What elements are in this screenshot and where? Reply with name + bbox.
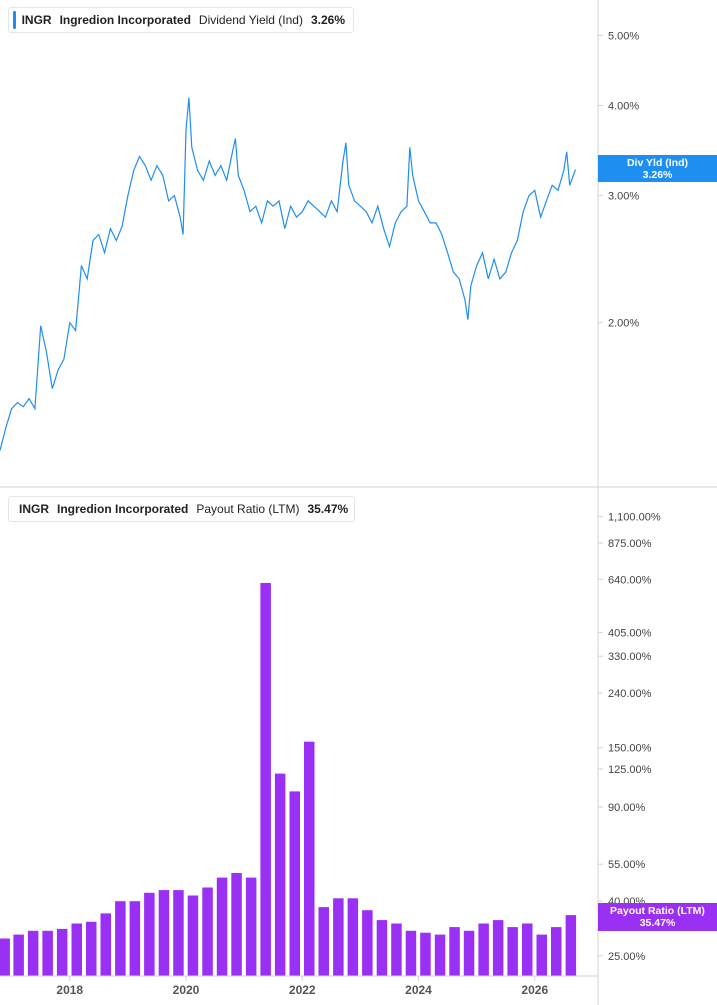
payout-ratio-bar: [478, 923, 489, 976]
payout-ratio-panel: 25.00%40.00%55.00%90.00%125.00%150.00%24…: [0, 511, 661, 976]
badge-value: 3.26%: [642, 169, 673, 181]
y-tick-label: 150.00%: [608, 743, 652, 755]
payout-ratio-bar: [274, 773, 286, 976]
payout-ratio-bar: [449, 927, 460, 976]
payout-ratio-bar: [71, 923, 82, 976]
payout-ratio-bar: [507, 927, 518, 976]
payout-ratio-bar: [42, 930, 53, 976]
payout-ratio-bar: [27, 930, 39, 976]
payout-ratio-bar: [245, 877, 257, 976]
legend-ticker: INGR: [21, 13, 52, 27]
payout-ratio-bar: [551, 927, 562, 976]
y-tick-label: 240.00%: [608, 688, 652, 700]
legend-metric: Dividend Yield (Ind): [198, 13, 303, 27]
payout-ratio-bar: [522, 923, 533, 976]
legend-ticker: INGR: [19, 502, 49, 516]
payout-ratio-bar: [362, 910, 373, 976]
y-tick-label: 640.00%: [608, 574, 652, 586]
y-tick-label: 3.00%: [608, 191, 639, 203]
payout-ratio-bar: [129, 901, 141, 976]
payout-ratio-bar: [13, 934, 24, 976]
x-tick-label: 2018: [56, 983, 83, 997]
payout-ratio-bar: [260, 583, 271, 976]
badge-label: Payout Ratio (LTM): [610, 905, 705, 917]
payout-ratio-bar: [391, 923, 402, 976]
payout-ratio-bar: [405, 930, 417, 976]
badge-label: Div Yld (Ind): [626, 157, 689, 169]
payout-ratio-bar: [86, 921, 97, 976]
payout-ratio-bar: [333, 898, 344, 976]
payout-ratio-bar: [231, 873, 242, 976]
y-tick-label: 2.00%: [608, 318, 639, 330]
payout-ratio-bar: [347, 898, 359, 976]
payout-ratio-bar: [304, 741, 315, 976]
payout-ratio-y-axis: 25.00%40.00%55.00%90.00%125.00%150.00%24…: [598, 511, 661, 963]
y-tick-label: 125.00%: [608, 764, 652, 776]
y-tick-label: 330.00%: [608, 651, 652, 663]
y-tick-label: 875.00%: [608, 538, 652, 550]
dividend-yield-y-axis: 2.00% 3.00% 4.00% 5.00%: [598, 31, 639, 330]
payout-ratio-bar: [115, 901, 126, 976]
legend-company: Ingredion Incorporated: [57, 502, 189, 516]
y-tick-label: 90.00%: [608, 802, 646, 814]
x-tick-label: 2024: [405, 983, 432, 997]
payout-ratio-bar: [289, 791, 300, 976]
dividend-yield-swatch: [13, 11, 16, 29]
dividend-yield-panel: 2.00% 3.00% 4.00% 5.00%: [0, 31, 639, 451]
payout-ratio-bar: [158, 890, 170, 976]
x-tick-label: 2026: [521, 983, 548, 997]
x-tick-label: 2020: [173, 983, 200, 997]
legend-company: Ingredion Incorporated: [59, 13, 191, 27]
payout-ratio-bar: [144, 892, 155, 976]
x-axis: 2018 2020 2022 2024 2026: [56, 976, 548, 997]
payout-ratio-bar: [376, 920, 388, 976]
badge-value: 35.47%: [639, 917, 676, 929]
payout-ratio-bar: [202, 887, 213, 976]
payout-ratio-bar: [434, 934, 446, 976]
y-tick-label: 4.00%: [608, 100, 639, 112]
y-tick-label: 5.00%: [608, 31, 639, 43]
legend-value: 35.47%: [307, 502, 349, 516]
payout-ratio-bar: [0, 938, 10, 976]
dividend-yield-series-line: [0, 97, 577, 451]
payout-ratio-bar: [420, 932, 431, 976]
payout-ratio-bar: [492, 920, 504, 976]
payout-ratio-bar: [56, 928, 68, 976]
y-tick-label: 25.00%: [608, 951, 646, 963]
payout-ratio-bar: [187, 895, 199, 976]
payout-ratio-bar: [100, 913, 111, 976]
payout-ratio-current-badge: Payout Ratio (LTM) 35.47%: [598, 903, 717, 931]
payout-ratio-legend: INGR Ingredion Incorporated Payout Ratio…: [8, 496, 355, 522]
payout-ratio-bar: [463, 930, 475, 976]
legend-metric: Payout Ratio (LTM): [196, 502, 300, 516]
payout-ratio-bar: [565, 915, 577, 976]
y-tick-label: 405.00%: [608, 627, 652, 639]
dividend-yield-legend: INGR Ingredion Incorporated Dividend Yie…: [8, 7, 354, 33]
payout-ratio-bar: [216, 877, 228, 976]
dividend-yield-current-badge: Div Yld (Ind) 3.26%: [598, 155, 717, 182]
x-tick-label: 2022: [289, 983, 316, 997]
y-tick-label: 55.00%: [608, 859, 646, 871]
y-tick-label: 1,100.00%: [608, 511, 661, 523]
payout-ratio-bar: [536, 934, 547, 976]
payout-ratio-bar: [173, 890, 184, 976]
payout-ratio-bars: [0, 583, 577, 976]
payout-ratio-bar: [318, 907, 329, 976]
legend-value: 3.26%: [310, 13, 345, 27]
